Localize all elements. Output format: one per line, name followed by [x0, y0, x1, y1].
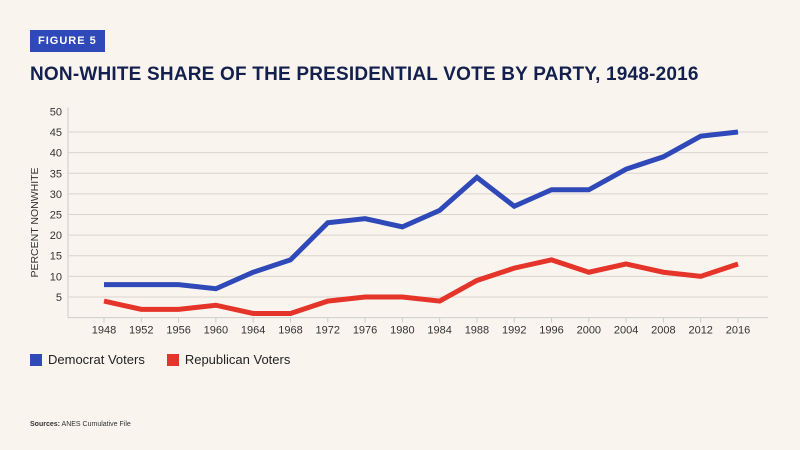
x-tick-label: 2000: [577, 325, 601, 337]
legend-label-republican: Republican Voters: [184, 352, 291, 367]
y-tick-label: 40: [50, 148, 62, 160]
sources-note: Sources: ANES Cumulative File: [30, 421, 131, 428]
x-tick-label: 1948: [92, 325, 116, 337]
figure-badge: FIGURE 5: [30, 30, 105, 52]
y-tick-label: 10: [50, 271, 62, 283]
legend-swatch-democrat: [30, 353, 42, 366]
y-axis-label: PERCENT NONWHITE: [29, 167, 41, 277]
sources-label: Sources:: [30, 421, 60, 428]
x-tick-label: 1952: [129, 325, 153, 337]
chart-title: NON-WHITE SHARE OF THE PRESIDENTIAL VOTE…: [30, 64, 699, 85]
x-tick-label: 1960: [204, 325, 228, 337]
y-tick-label: 35: [50, 168, 62, 180]
x-tick-label: 1996: [539, 325, 563, 337]
x-tick-label: 1984: [427, 325, 451, 337]
x-tick-label: 2008: [651, 325, 675, 337]
series-line-republican: [103, 257, 739, 316]
x-tick-label: 1972: [316, 325, 340, 337]
legend-item-democrat: Democrat Voters: [30, 352, 145, 367]
y-tick-label: 15: [50, 251, 62, 263]
x-tick-label: 1964: [241, 325, 265, 337]
x-tick-label: 2004: [614, 325, 638, 337]
y-tick-label: 50: [50, 106, 62, 118]
y-tick-label: 25: [50, 210, 62, 222]
x-tick-label: 1980: [390, 325, 414, 337]
x-tick-label: 1988: [465, 325, 489, 337]
legend-item-republican: Republican Voters: [166, 352, 291, 367]
y-tick-label: 5: [56, 292, 62, 304]
x-tick-label: 2012: [688, 325, 712, 337]
legend-swatch-republican: [166, 353, 179, 366]
x-tick-label: 1992: [502, 325, 526, 337]
x-tick-label: 2016: [726, 325, 750, 337]
series-line-democrat: [104, 129, 739, 292]
sources-text: ANES Cumulative File: [61, 421, 131, 428]
x-tick-label: 1956: [166, 325, 190, 337]
legend-label-democrat: Democrat Voters: [48, 352, 145, 367]
x-tick-label: 1968: [278, 325, 302, 337]
y-tick-label: 20: [50, 230, 62, 242]
y-tick-label: 30: [50, 189, 62, 201]
y-tick-label: 45: [50, 127, 62, 139]
line-chart: 5 10 15 20 25 30 35 40 45 50 1948 1952 1956 1960 1964 1…: [29, 106, 768, 337]
x-tick-label: 1976: [353, 325, 377, 337]
legend: Democrat Voters Republican Voters: [30, 352, 290, 367]
